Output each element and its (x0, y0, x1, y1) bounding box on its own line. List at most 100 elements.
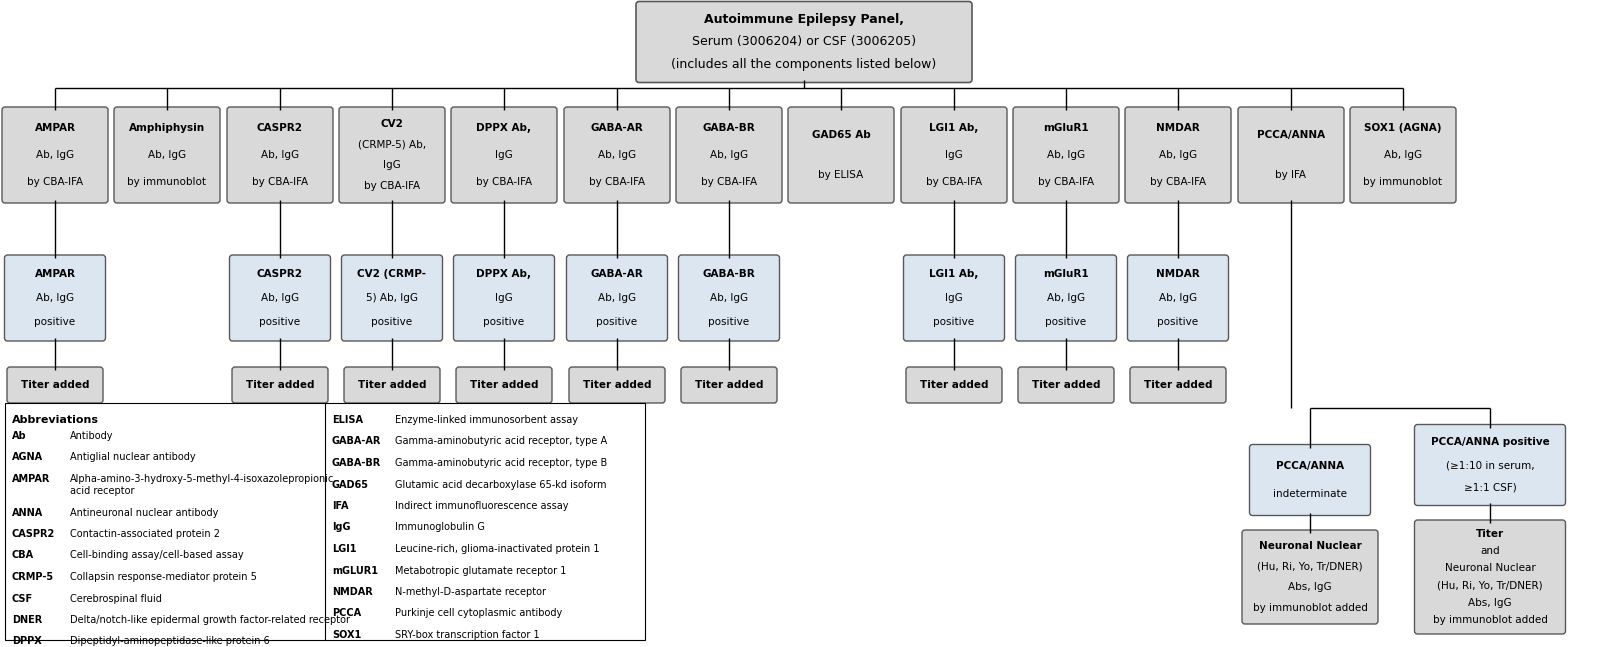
Text: CASPR2: CASPR2 (257, 123, 302, 133)
Text: AMPAR: AMPAR (34, 269, 76, 279)
Text: DNER: DNER (11, 615, 42, 625)
Text: indeterminate: indeterminate (1273, 489, 1347, 499)
FancyBboxPatch shape (904, 255, 1004, 341)
Text: Purkinje cell cytoplasmic antibody: Purkinje cell cytoplasmic antibody (394, 608, 562, 619)
Text: by CBA-IFA: by CBA-IFA (1038, 177, 1094, 187)
Text: CV2: CV2 (381, 118, 404, 129)
Text: Ab, IgG: Ab, IgG (599, 293, 636, 303)
FancyBboxPatch shape (227, 107, 333, 203)
Text: CV2 (CRMP-: CV2 (CRMP- (357, 269, 426, 279)
Text: mGLUR1: mGLUR1 (331, 565, 378, 575)
FancyBboxPatch shape (1130, 367, 1226, 403)
Text: IgG: IgG (944, 293, 962, 303)
Text: Titer added: Titer added (470, 380, 539, 390)
Text: GAD65: GAD65 (331, 479, 368, 490)
Text: Neuronal Nuclear: Neuronal Nuclear (1445, 564, 1535, 573)
Text: (≥1:10 in serum,: (≥1:10 in serum, (1446, 460, 1535, 470)
Text: Antiglial nuclear antibody: Antiglial nuclear antibody (71, 452, 196, 463)
Text: by CBA-IFA: by CBA-IFA (925, 177, 981, 187)
Text: DPPX Ab,: DPPX Ab, (476, 269, 531, 279)
Text: positive: positive (597, 317, 637, 327)
FancyBboxPatch shape (1242, 530, 1377, 624)
Text: SOX1: SOX1 (331, 630, 362, 640)
Text: by immunoblot: by immunoblot (127, 177, 206, 187)
Text: CASPR2: CASPR2 (257, 269, 302, 279)
FancyBboxPatch shape (6, 367, 103, 403)
Text: Titer added: Titer added (695, 380, 763, 390)
Text: AMPAR: AMPAR (34, 123, 76, 133)
Text: 5) Ab, IgG: 5) Ab, IgG (365, 293, 418, 303)
Text: by CBA-IFA: by CBA-IFA (27, 177, 84, 187)
Text: Autoimmune Epilepsy Panel,: Autoimmune Epilepsy Panel, (705, 13, 904, 26)
Text: Ab, IgG: Ab, IgG (1384, 150, 1422, 160)
Text: Amphiphysin: Amphiphysin (129, 123, 204, 133)
Text: by immunoblot added: by immunoblot added (1252, 603, 1368, 613)
Text: Ab: Ab (11, 431, 27, 441)
Text: Ab, IgG: Ab, IgG (710, 150, 748, 160)
Bar (5, 403, 645, 640)
Text: ELISA: ELISA (331, 415, 364, 425)
Text: Titer: Titer (1475, 529, 1504, 539)
Text: PCCA/ANNA: PCCA/ANNA (1276, 461, 1344, 471)
Text: by CBA-IFA: by CBA-IFA (589, 177, 645, 187)
FancyBboxPatch shape (1018, 367, 1113, 403)
Text: CASPR2: CASPR2 (11, 529, 55, 539)
FancyBboxPatch shape (114, 107, 220, 203)
Text: GAD65 Ab: GAD65 Ab (811, 131, 870, 140)
FancyBboxPatch shape (676, 107, 782, 203)
FancyBboxPatch shape (681, 367, 777, 403)
Text: positive: positive (372, 317, 412, 327)
FancyBboxPatch shape (1350, 107, 1456, 203)
FancyBboxPatch shape (341, 255, 442, 341)
FancyBboxPatch shape (1128, 255, 1229, 341)
Text: PCCA: PCCA (331, 608, 360, 619)
Text: Titer added: Titer added (1144, 380, 1212, 390)
Text: IgG: IgG (383, 160, 401, 170)
Text: AMPAR: AMPAR (11, 474, 50, 484)
FancyBboxPatch shape (1015, 255, 1117, 341)
Text: Titer added: Titer added (920, 380, 988, 390)
Text: CBA: CBA (11, 551, 34, 560)
FancyBboxPatch shape (901, 107, 1007, 203)
Text: Abs, IgG: Abs, IgG (1289, 582, 1332, 592)
Text: Delta/notch-like epidermal growth factor-related receptor: Delta/notch-like epidermal growth factor… (71, 615, 351, 625)
Text: NMDAR: NMDAR (331, 587, 373, 597)
Text: NMDAR: NMDAR (1157, 123, 1200, 133)
Text: LGI1 Ab,: LGI1 Ab, (930, 269, 978, 279)
Text: mGluR1: mGluR1 (1043, 269, 1089, 279)
FancyBboxPatch shape (232, 367, 328, 403)
Text: IgG: IgG (331, 523, 351, 532)
Text: PCCA/ANNA positive: PCCA/ANNA positive (1430, 437, 1549, 447)
Text: GABA-BR: GABA-BR (703, 123, 755, 133)
Text: GABA-AR: GABA-AR (591, 123, 644, 133)
FancyBboxPatch shape (455, 367, 552, 403)
Text: GABA-BR: GABA-BR (331, 458, 381, 468)
Text: positive: positive (34, 317, 76, 327)
Text: Cerebrospinal fluid: Cerebrospinal fluid (71, 593, 163, 604)
FancyBboxPatch shape (1237, 107, 1344, 203)
Text: Leucine-rich, glioma-inactivated protein 1: Leucine-rich, glioma-inactivated protein… (394, 544, 600, 554)
FancyBboxPatch shape (1125, 107, 1231, 203)
Text: Alpha-amino-3-hydroxy-5-methyl-4-isoxazolepropionic: Alpha-amino-3-hydroxy-5-methyl-4-isoxazo… (71, 474, 335, 484)
Text: Gamma-aminobutyric acid receptor, type B: Gamma-aminobutyric acid receptor, type B (394, 458, 607, 468)
Text: CSF: CSF (11, 593, 34, 604)
Text: (Hu, Ri, Yo, Tr/DNER): (Hu, Ri, Yo, Tr/DNER) (1257, 562, 1363, 572)
Text: Metabotropic glutamate receptor 1: Metabotropic glutamate receptor 1 (394, 565, 566, 575)
Text: N-methyl-D-aspartate receptor: N-methyl-D-aspartate receptor (394, 587, 545, 597)
Text: positive: positive (933, 317, 975, 327)
Text: Neuronal Nuclear: Neuronal Nuclear (1258, 542, 1361, 551)
Text: Titer added: Titer added (582, 380, 652, 390)
FancyBboxPatch shape (344, 367, 439, 403)
Text: Indirect immunofluorescence assay: Indirect immunofluorescence assay (394, 501, 568, 511)
Text: Ab, IgG: Ab, IgG (1047, 293, 1084, 303)
FancyBboxPatch shape (1014, 107, 1118, 203)
Text: Abs, IgG: Abs, IgG (1467, 598, 1512, 608)
Text: IFA: IFA (331, 501, 349, 511)
FancyBboxPatch shape (636, 1, 972, 83)
Text: by CBA-IFA: by CBA-IFA (1150, 177, 1207, 187)
Text: IgG: IgG (496, 150, 513, 160)
Text: Ab, IgG: Ab, IgG (148, 150, 187, 160)
Text: Antineuronal nuclear antibody: Antineuronal nuclear antibody (71, 507, 219, 518)
Text: Titer added: Titer added (21, 380, 88, 390)
Text: Ab, IgG: Ab, IgG (1158, 293, 1197, 303)
